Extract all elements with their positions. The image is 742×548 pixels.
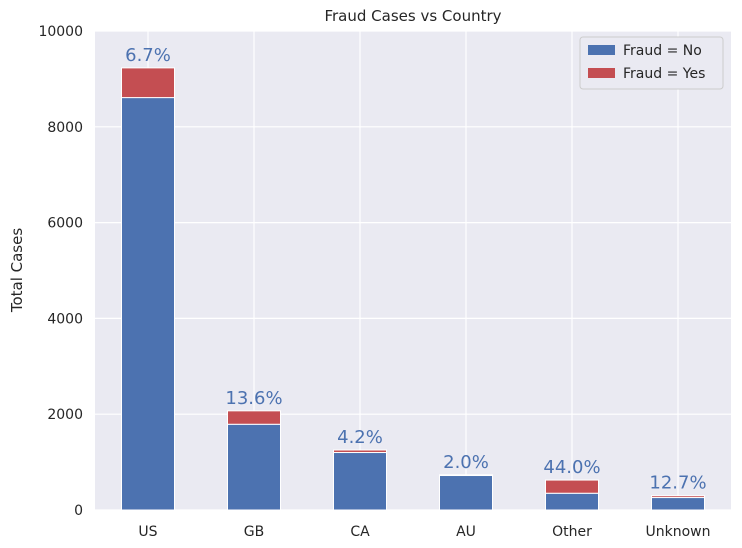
x-tick-label: US bbox=[138, 524, 157, 540]
x-tick-label: Unknown bbox=[646, 524, 711, 540]
legend-label: Fraud = Yes bbox=[623, 66, 705, 82]
bar-fraud-yes bbox=[651, 495, 705, 499]
y-tick-label: 2000 bbox=[47, 407, 83, 423]
percent-label: 13.6% bbox=[225, 388, 282, 409]
y-tick-label: 10000 bbox=[38, 24, 83, 40]
bar-fraud-yes bbox=[545, 479, 599, 494]
bar-fraud-yes bbox=[333, 449, 387, 454]
legend-swatch bbox=[588, 68, 615, 78]
x-tick-label: AU bbox=[456, 524, 476, 540]
legend-label: Fraud = No bbox=[623, 43, 702, 59]
bar-fraud-yes bbox=[227, 410, 281, 425]
percent-label: 2.0% bbox=[443, 452, 489, 473]
bar-fraud-yes bbox=[439, 474, 493, 477]
grid-lines bbox=[95, 30, 731, 511]
bar-fraud-yes bbox=[121, 67, 175, 99]
percent-label: 12.7% bbox=[649, 473, 706, 494]
y-axis-label: Total Cases bbox=[8, 228, 26, 314]
legend: Fraud = No Fraud = Yes bbox=[579, 36, 724, 90]
bar-fraud-no bbox=[333, 452, 387, 511]
x-axis-ticks: US GB CA AU Other Unknown bbox=[138, 524, 710, 540]
legend-box bbox=[579, 36, 724, 90]
data-labels: 6.7% 13.6% 4.2% 2.0% 44.0% 12.7% bbox=[125, 45, 706, 494]
y-tick-label: 0 bbox=[74, 503, 83, 519]
legend-swatch bbox=[588, 45, 615, 55]
y-tick-label: 6000 bbox=[47, 216, 83, 232]
bar-fraud-no bbox=[227, 423, 281, 511]
bar-fraud-no bbox=[651, 497, 705, 511]
percent-label: 44.0% bbox=[543, 457, 600, 478]
plot-area bbox=[95, 31, 731, 510]
bars bbox=[121, 67, 705, 511]
bar-fraud-no bbox=[121, 97, 175, 511]
y-axis-ticks: 0 2000 4000 6000 8000 10000 bbox=[38, 24, 83, 519]
y-tick-label: 4000 bbox=[47, 311, 83, 327]
bar-fraud-no bbox=[545, 492, 599, 511]
bar-fraud-no bbox=[439, 475, 493, 511]
percent-label: 4.2% bbox=[337, 427, 383, 448]
x-tick-label: CA bbox=[350, 524, 370, 540]
x-tick-label: GB bbox=[244, 524, 264, 540]
percent-label: 6.7% bbox=[125, 45, 171, 66]
x-tick-label: Other bbox=[552, 524, 592, 540]
chart-title: Fraud Cases vs Country bbox=[324, 7, 501, 25]
y-tick-label: 8000 bbox=[47, 120, 83, 136]
